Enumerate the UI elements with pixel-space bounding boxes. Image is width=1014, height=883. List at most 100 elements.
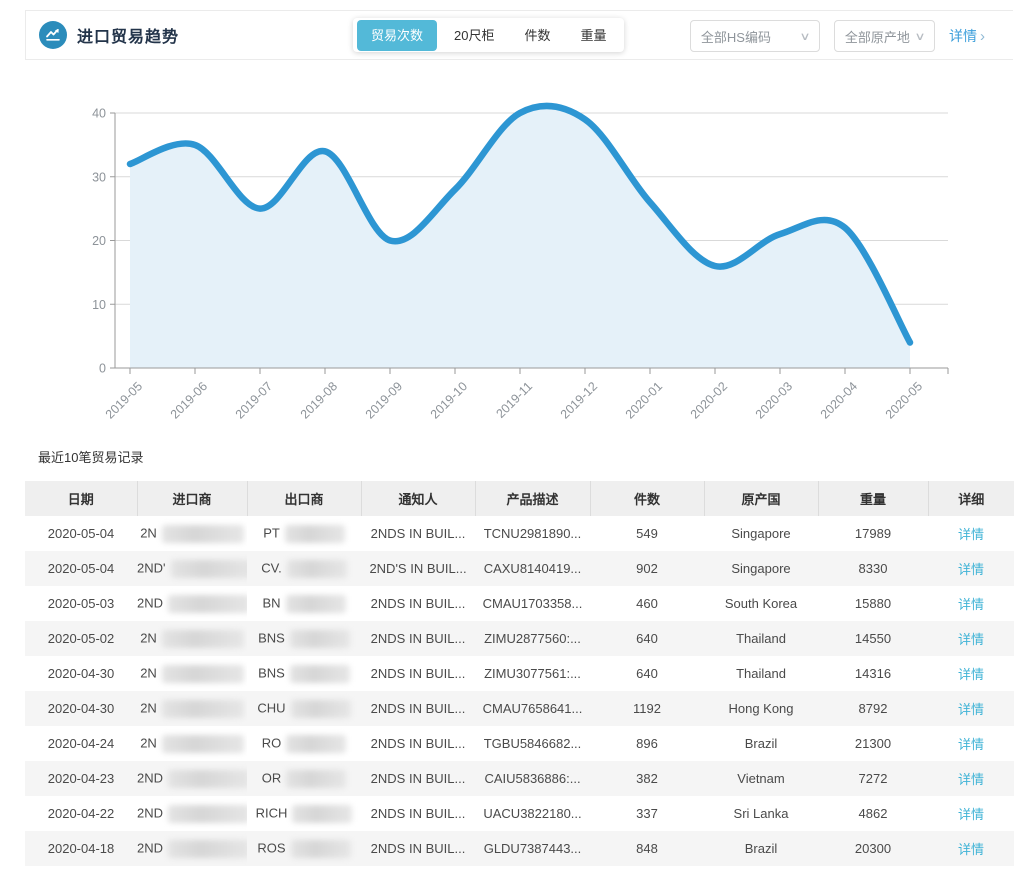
cell-exporter: RO: [247, 726, 361, 761]
svg-text:2019-05: 2019-05: [103, 379, 145, 421]
cell-importer: 2N: [137, 656, 247, 691]
table-row: 2020-04-30 2N BNS 2NDS IN BUIL... ZIMU307756…: [25, 656, 1014, 691]
cell-weight: 17989: [854, 526, 892, 541]
trade-records-table-wrap: 日期 进口商 出口商 通知人 产品描述 件数 原产国 重量 详细 2020-05…: [25, 481, 1014, 866]
redacted-exporter-name: [292, 804, 353, 823]
cell-weight: 8792: [858, 701, 888, 716]
cell-importer: 2ND: [137, 796, 247, 831]
col-header-weight: 重量: [818, 481, 929, 516]
cell-origin-country: Thailand: [736, 666, 786, 681]
svg-text:2020-02: 2020-02: [688, 379, 730, 421]
redacted-exporter-name: [286, 734, 347, 753]
origin-select-value: 全部原产地: [844, 29, 910, 45]
cell-piece-count: 1192: [633, 701, 661, 716]
row-detail-link[interactable]: 详情: [957, 842, 984, 857]
cell-notify-party: 2NDS IN BUIL...: [370, 596, 466, 611]
page-title: 进口贸易趋势: [77, 29, 180, 46]
cell-product-desc: GLDU7387443...: [483, 841, 582, 856]
table-row: 2020-04-30 2N CHU 2NDS IN BUIL... CMAU765864…: [25, 691, 1014, 726]
cell-piece-count: 382: [636, 771, 658, 786]
redacted-importer-name: [161, 524, 244, 543]
cell-date: 2020-04-24: [47, 736, 115, 751]
svg-text:2019-12: 2019-12: [558, 379, 600, 421]
cell-notify-party: 2ND'S IN BUIL...: [369, 561, 467, 576]
row-detail-link[interactable]: 详情: [957, 562, 984, 577]
trade-records-table: 日期 进口商 出口商 通知人 产品描述 件数 原产国 重量 详细 2020-05…: [25, 481, 1014, 866]
cell-notify-party: 2NDS IN BUIL...: [370, 631, 466, 646]
row-detail-link[interactable]: 详情: [957, 597, 984, 612]
cell-detail: 详情: [928, 691, 1014, 726]
cell-importer: 2N: [137, 516, 247, 551]
tab-piece-count[interactable]: 件数: [509, 21, 565, 50]
panel-detail-link[interactable]: 详情 ›: [949, 26, 985, 46]
row-detail-link[interactable]: 详情: [957, 807, 984, 822]
col-header-exporter: 出口商: [247, 481, 362, 516]
row-detail-link[interactable]: 详情: [957, 632, 984, 647]
trend-chart-icon: [39, 21, 67, 49]
cell-date: 2020-04-22: [47, 806, 115, 821]
row-detail-link[interactable]: 详情: [957, 667, 984, 682]
table-header-row: 日期 进口商 出口商 通知人 产品描述 件数 原产国 重量 详细: [25, 481, 1014, 516]
redacted-exporter-name: [284, 524, 345, 543]
svg-text:2019-10: 2019-10: [428, 379, 470, 421]
col-header-product-desc: 产品描述: [475, 481, 591, 516]
table-row: 2020-05-04 2ND' CV. 2ND'S IN BUIL... CAXU814…: [25, 551, 1014, 586]
table-row: 2020-04-22 2ND RICH 2NDS IN BUIL... UACU3822…: [25, 796, 1014, 831]
svg-text:2020-03: 2020-03: [753, 379, 795, 421]
origin-select[interactable]: 全部原产地 ∨: [833, 20, 935, 52]
cell-origin-country: Singapore: [731, 526, 791, 541]
row-detail-link[interactable]: 详情: [957, 527, 984, 542]
svg-text:2019-06: 2019-06: [168, 379, 210, 421]
cell-importer: 2ND: [137, 586, 247, 621]
col-header-origin-country: 原产国: [704, 481, 819, 516]
cell-detail: 详情: [928, 516, 1014, 551]
tab-20ft-container[interactable]: 20尺柜: [439, 21, 509, 50]
row-detail-link[interactable]: 详情: [957, 702, 984, 717]
cell-product-desc: CAIU5836886:...: [484, 771, 581, 786]
col-header-notify-party: 通知人: [361, 481, 476, 516]
svg-text:2019-09: 2019-09: [363, 379, 405, 421]
cell-notify-party: 2NDS IN BUIL...: [370, 736, 466, 751]
table-row: 2020-05-03 2ND BN 2NDS IN BUIL... CMAU170335…: [25, 586, 1014, 621]
row-detail-link[interactable]: 详情: [957, 772, 984, 787]
svg-text:2019-08: 2019-08: [298, 379, 340, 421]
cell-exporter: PT: [247, 516, 361, 551]
cell-exporter: CV.: [247, 551, 361, 586]
cell-product-desc: ZIMU3077561:...: [484, 666, 581, 681]
row-detail-link[interactable]: 详情: [957, 737, 984, 752]
cell-notify-party: 2NDS IN BUIL...: [370, 806, 466, 821]
hs-code-select[interactable]: 全部HS编码 ∨: [689, 20, 820, 52]
cell-importer: 2N: [137, 621, 247, 656]
cell-piece-count: 640: [636, 631, 658, 646]
cell-weight: 14316: [854, 666, 892, 681]
redacted-importer-name: [161, 734, 244, 753]
cell-origin-country: Sri Lanka: [733, 806, 789, 821]
table-row: 2020-04-23 2ND OR 2NDS IN BUIL... CAIU583688…: [25, 761, 1014, 796]
cell-detail: 详情: [928, 796, 1014, 831]
cell-weight: 21300: [854, 736, 892, 751]
redacted-exporter-name: [290, 839, 351, 858]
cell-piece-count: 896: [636, 736, 658, 751]
cell-exporter: BNS: [247, 621, 361, 656]
cell-importer: 2ND: [137, 761, 247, 796]
cell-notify-party: 2NDS IN BUIL...: [370, 701, 466, 716]
svg-text:40: 40: [92, 107, 106, 121]
cell-exporter: BN: [247, 586, 361, 621]
tab-trade-count[interactable]: 贸易次数: [357, 19, 438, 51]
cell-piece-count: 902: [636, 561, 658, 576]
tab-weight[interactable]: 重量: [566, 21, 622, 50]
redacted-exporter-name: [285, 594, 346, 613]
redacted-importer-name: [168, 839, 247, 858]
svg-text:20: 20: [92, 234, 106, 248]
redacted-exporter-name: [289, 664, 350, 683]
col-header-detail: 详细: [928, 481, 1014, 516]
table-row: 2020-05-04 2N PT 2NDS IN BUIL... TCNU2981890…: [25, 516, 1014, 551]
svg-text:2020-01: 2020-01: [623, 379, 665, 421]
redacted-importer-name: [161, 699, 244, 718]
svg-text:2019-07: 2019-07: [233, 379, 275, 421]
cell-origin-country: Brazil: [744, 841, 778, 856]
cell-product-desc: CMAU1703358...: [482, 596, 583, 611]
cell-notify-party: 2NDS IN BUIL...: [370, 526, 466, 541]
metric-tab-group: 贸易次数 20尺柜 件数 重量: [353, 18, 624, 52]
cell-date: 2020-04-30: [47, 701, 115, 716]
